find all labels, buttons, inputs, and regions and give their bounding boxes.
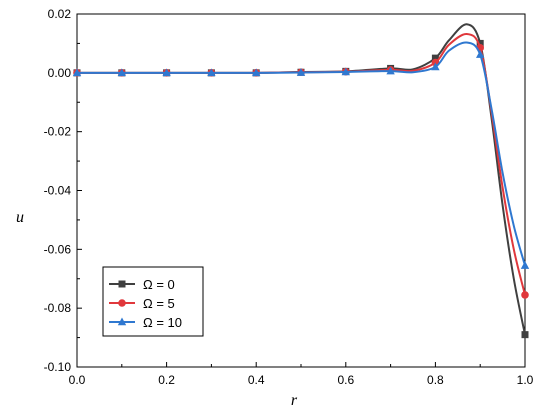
data-point bbox=[386, 66, 395, 75]
legend-label: Ω = 5 bbox=[143, 296, 175, 311]
y-tick-label: -0.04 bbox=[44, 184, 72, 198]
legend-label: Ω = 10 bbox=[143, 315, 182, 330]
y-tick-label: -0.06 bbox=[44, 242, 72, 256]
data-point bbox=[117, 68, 126, 77]
x-tick-label: 0.0 bbox=[69, 373, 86, 387]
data-point bbox=[521, 331, 529, 339]
legend-marker bbox=[118, 280, 126, 288]
data-point bbox=[431, 54, 439, 62]
y-tick-label: -0.10 bbox=[44, 360, 72, 374]
series-2 bbox=[72, 41, 530, 269]
x-tick-label: 0.8 bbox=[427, 373, 444, 387]
data-point bbox=[162, 68, 171, 77]
y-tick-label: 0.02 bbox=[48, 7, 72, 21]
data-point bbox=[296, 68, 306, 76]
x-tick-label: 0.6 bbox=[337, 373, 354, 387]
x-tick-label: 0.2 bbox=[158, 373, 175, 387]
axis-ticks bbox=[76, 13, 526, 368]
x-tick-label: 0.4 bbox=[248, 373, 265, 387]
data-point bbox=[520, 261, 530, 269]
x-tick-label: 1.0 bbox=[517, 373, 534, 387]
axis-tick-labels: 0.0 0.2 0.4 0.6 0.8 1.0 0.02 0.00 -0.02 -0.04 -0.0… bbox=[44, 7, 534, 387]
legend-entry: Ω = 5 bbox=[109, 296, 175, 311]
legend-label: Ω = 0 bbox=[143, 277, 175, 292]
legend-marker bbox=[118, 299, 126, 307]
data-point bbox=[431, 62, 440, 71]
data-point bbox=[521, 291, 529, 299]
series-line bbox=[77, 41, 526, 266]
legend-entry: Ω = 10 bbox=[109, 315, 182, 330]
legend: Ω = 0 Ω = 5 Ω = 10 bbox=[102, 266, 204, 337]
data-point bbox=[207, 68, 216, 77]
data-point bbox=[252, 68, 261, 77]
legend-entry: Ω = 0 bbox=[109, 277, 175, 292]
data-point bbox=[476, 50, 485, 58]
data-point bbox=[72, 68, 82, 77]
data-point bbox=[476, 39, 484, 47]
series-layer bbox=[72, 23, 530, 339]
y-axis-label: u bbox=[16, 209, 24, 226]
x-axis-label: r bbox=[291, 392, 298, 409]
legend-marker bbox=[117, 317, 127, 326]
data-point bbox=[341, 67, 350, 76]
y-tick-label: -0.08 bbox=[44, 301, 72, 315]
y-tick-label: 0.00 bbox=[48, 66, 72, 80]
y-tick-label: -0.02 bbox=[44, 125, 72, 139]
